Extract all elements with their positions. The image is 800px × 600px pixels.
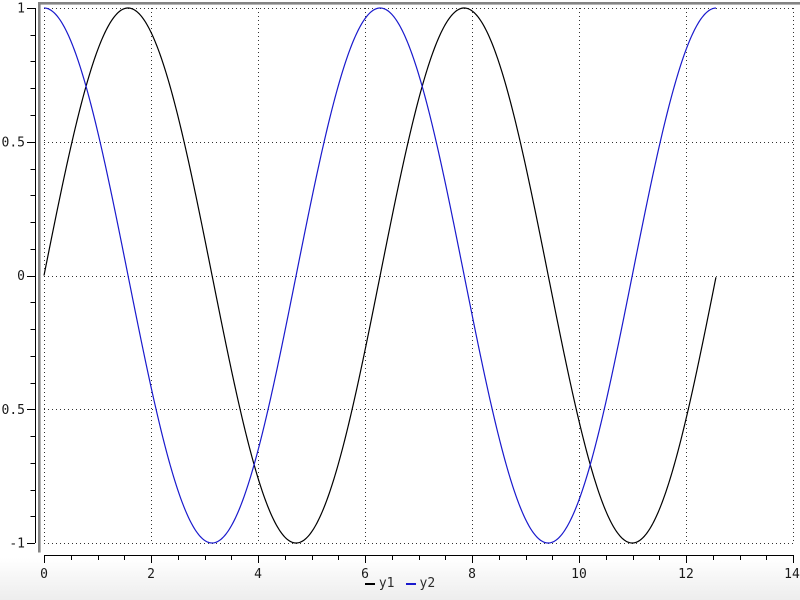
legend-dash-y1 (364, 582, 375, 585)
x-tick-label: 6 (361, 567, 369, 582)
legend-item-y1: y1 (364, 576, 395, 591)
frame-top (38, 2, 800, 5)
y-tick-label: 0.5 (2, 135, 25, 150)
x-tick-label: 14 (784, 567, 800, 582)
frame-left (38, 2, 41, 553)
x-tick-label: 8 (468, 567, 476, 582)
x-tick-label: 4 (254, 567, 262, 582)
curve-y2 (43, 7, 717, 544)
legend-dash-y2 (405, 582, 416, 585)
x-tick-label: 0 (40, 567, 48, 582)
legend-label-y2: y2 (419, 576, 436, 591)
x-tick-label: 2 (147, 567, 155, 582)
x-tick-label: 12 (678, 567, 694, 582)
y-tick-label: -1 (9, 537, 25, 552)
y-tick-label: 1 (17, 2, 25, 17)
y-tick-label: -0.5 (0, 403, 25, 418)
x-tick-label: 10 (571, 567, 587, 582)
curve-y1 (43, 7, 717, 544)
legend-item-y2: y2 (405, 576, 436, 591)
y-tick-label: 0 (17, 269, 25, 284)
legend-label-y1: y1 (378, 576, 395, 591)
legend: y1 y2 (0, 576, 800, 591)
